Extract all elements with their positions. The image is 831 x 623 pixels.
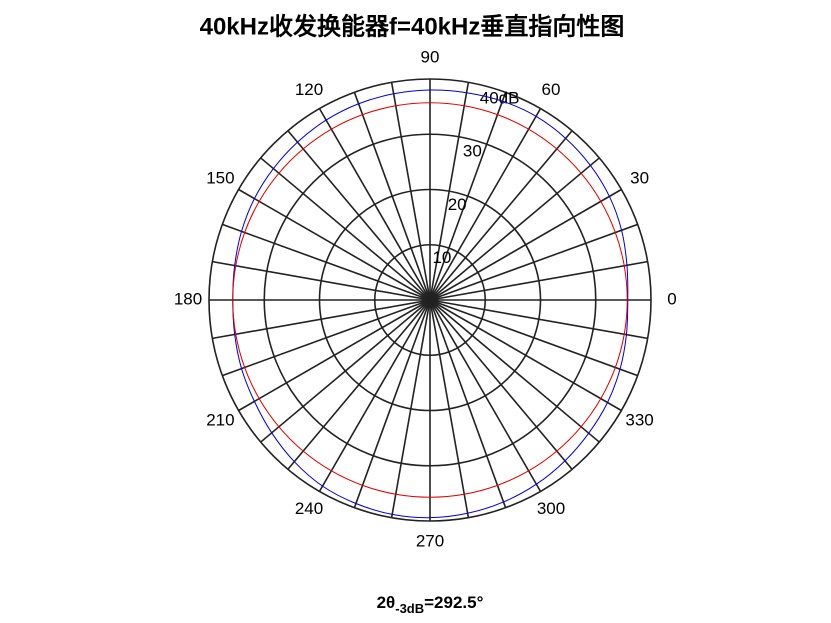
radial-tick-label: 40dB — [480, 89, 520, 108]
angle-tick-label: 240 — [295, 499, 323, 518]
angle-tick-label: 270 — [416, 531, 444, 550]
radial-grid-ring — [263, 133, 597, 467]
angle-tick-label: 180 — [174, 289, 202, 308]
angle-tick-label: 30 — [630, 168, 649, 187]
radial-tick-label: 10 — [432, 248, 451, 267]
radial-grid-ring — [318, 188, 542, 412]
annotation-prefix: 2θ — [377, 593, 396, 612]
annotation-subscript: -3dB — [395, 601, 424, 616]
angle-tick-label: 120 — [295, 80, 323, 99]
radial-tick-label: 30 — [463, 142, 482, 161]
angle-tick-label: 150 — [206, 168, 234, 187]
angle-tick-label: 330 — [625, 410, 653, 429]
angle-tick-label: 90 — [421, 47, 440, 66]
radial-tick-label: 20 — [448, 195, 467, 214]
annotation: 2θ-3dB=292.5° — [377, 593, 484, 616]
radial-grid-ring — [373, 243, 487, 357]
angle-tick-label: 300 — [537, 499, 565, 518]
chart-title: 40kHz收发换能器f=40kHz垂直指向性图 — [200, 12, 625, 40]
angle-tick-label: 210 — [206, 410, 234, 429]
angle-tick-label: 60 — [542, 80, 561, 99]
angle-tick-label: 0 — [667, 289, 676, 308]
series-line — [232, 102, 628, 498]
radial-grid-ring — [208, 78, 652, 522]
annotation-suffix: =292.5° — [424, 593, 483, 612]
